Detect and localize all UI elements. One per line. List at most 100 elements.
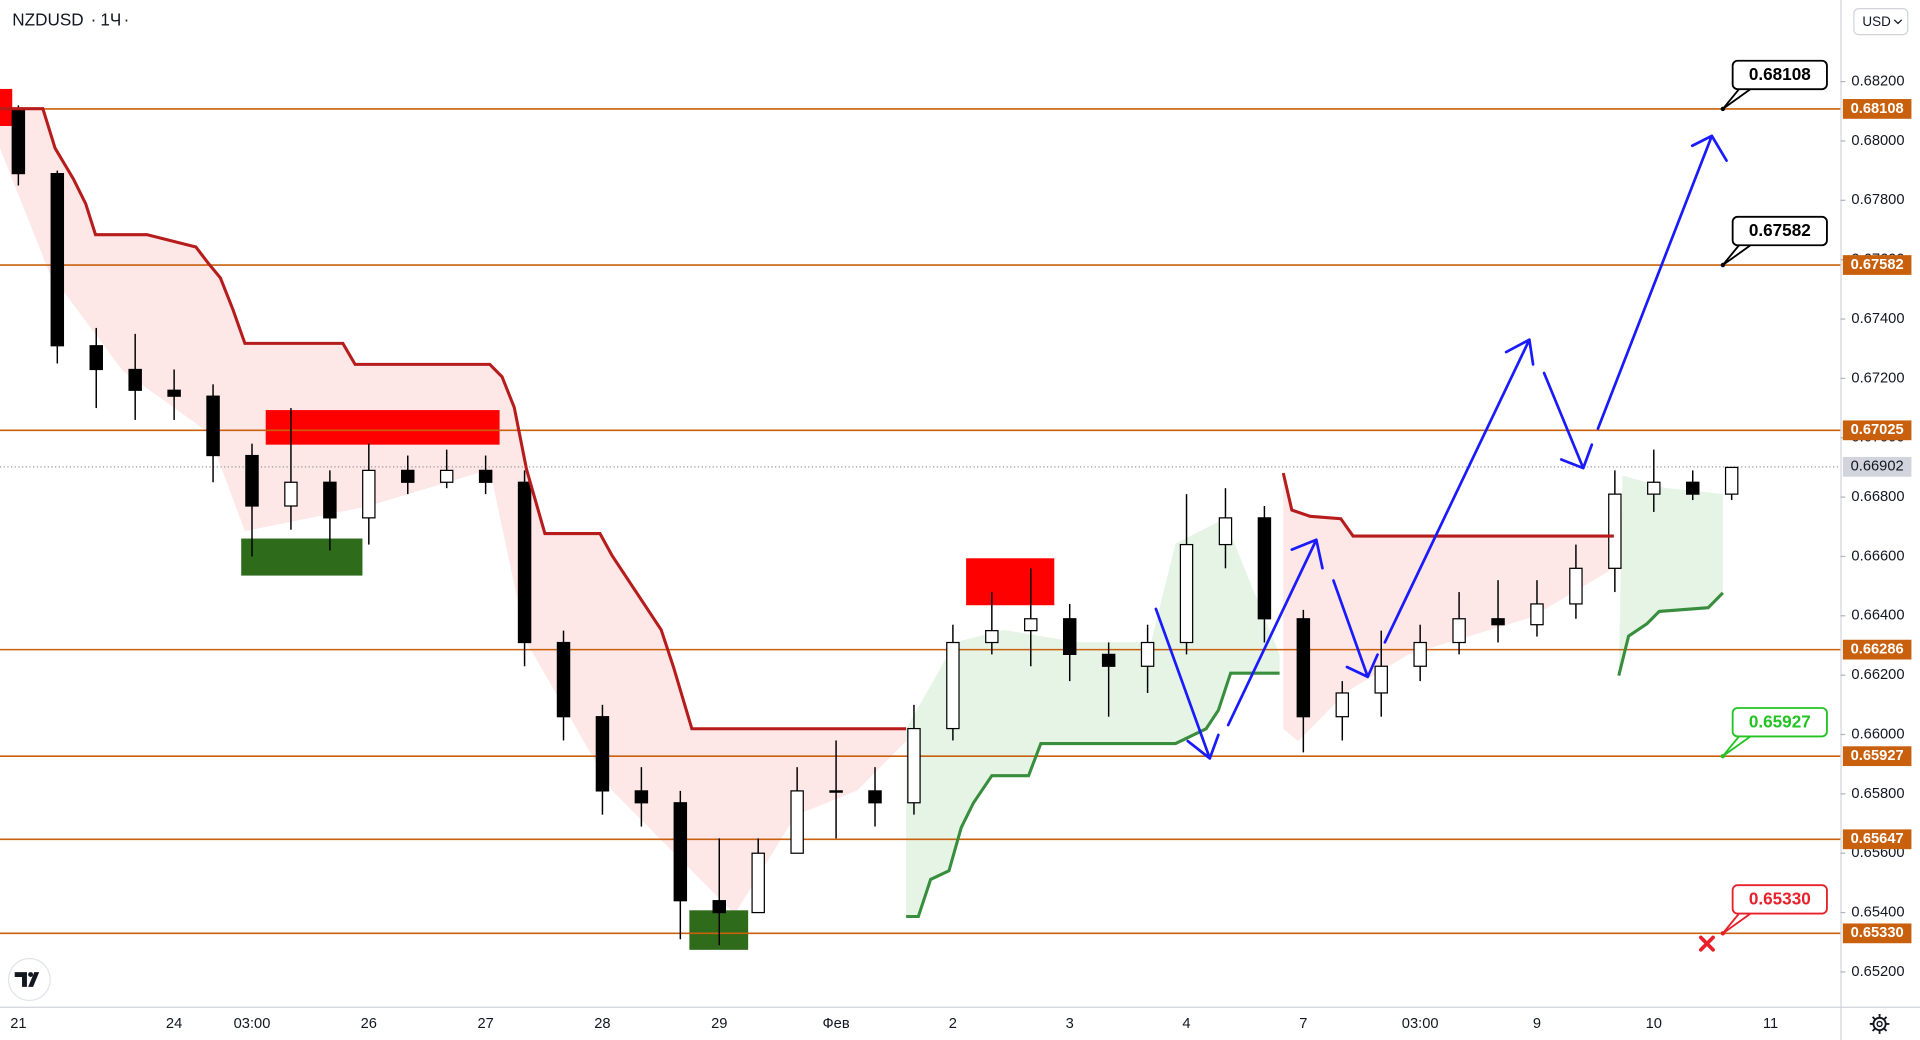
y-tick-label: 0.65800 [1851, 786, 1904, 802]
level-label: 0.67582 [1851, 257, 1904, 273]
level-tag [1842, 639, 1912, 660]
callout-label: 0.67582 [1749, 220, 1811, 240]
logo-mark[interactable] [14, 972, 40, 987]
callouts: 0.68108 0.67582 0.65927 0.65330 [1720, 59, 1828, 936]
candle-body [11, 107, 26, 175]
y-tick-label: 0.66000 [1851, 726, 1904, 742]
x-tick-label: 24 [166, 1016, 182, 1032]
stop-marker [1698, 935, 1715, 952]
candle-body [1569, 567, 1583, 605]
callout-label: 0.68108 [1749, 64, 1811, 84]
y-tick-label: 0.67800 [1851, 192, 1904, 208]
settings[interactable] [1869, 1014, 1890, 1034]
currency-button[interactable] [1853, 8, 1909, 36]
candle-body [751, 852, 765, 914]
logo[interactable] [7, 957, 51, 1002]
candle-body [985, 630, 999, 644]
candle-body [517, 481, 532, 644]
gear-hub[interactable] [1876, 1020, 1883, 1028]
separator: · [91, 9, 97, 29]
arrow [1332, 579, 1379, 679]
level-label: 0.68108 [1851, 101, 1904, 117]
bull-zone-fill [906, 518, 1280, 917]
callout: 0.65927 [1720, 707, 1828, 759]
candle-body [790, 790, 804, 854]
cross [1698, 935, 1715, 952]
callout-pointer [1722, 911, 1753, 935]
price-axis-bg [1840, 0, 1920, 1040]
bull-zone-fill [1618, 475, 1723, 676]
callout-anchor [1720, 753, 1726, 759]
callout-box [1731, 707, 1828, 738]
y-tick-label: 0.65200 [1851, 964, 1904, 980]
gear-teeth[interactable] [1869, 1014, 1890, 1034]
candle-body [1179, 543, 1194, 644]
x-tick-label: 11 [1763, 1016, 1778, 1032]
logo-bg[interactable] [7, 957, 51, 1002]
y-tick-label: 0.68200 [1851, 73, 1904, 89]
candle-body [439, 469, 454, 483]
trend-line-bear [0, 107, 907, 731]
callout-label: 0.65330 [1749, 888, 1811, 908]
candle-body [712, 900, 727, 914]
candle-body [1140, 641, 1155, 667]
callout-pointer [1722, 87, 1753, 110]
candle-body [946, 641, 960, 730]
x-tick-label: 3 [1066, 1016, 1074, 1032]
candle-body [1647, 481, 1661, 495]
callout-label: 0.65927 [1749, 711, 1811, 731]
arrow [1596, 134, 1728, 430]
callout: 0.65330 [1720, 884, 1828, 936]
candle-body [1296, 618, 1311, 718]
y-tick-label: 0.65400 [1851, 904, 1904, 920]
arrow [1154, 607, 1220, 760]
y-tick-label: 0.68000 [1851, 133, 1904, 149]
candle-body [362, 469, 376, 519]
candle-body [1724, 466, 1739, 495]
interval: 1Ч [100, 9, 121, 29]
level-label: 0.65647 [1851, 831, 1904, 847]
demand-zone [241, 538, 363, 576]
time-axis-bg [0, 1006, 1841, 1040]
x-tick-label: 10 [1646, 1016, 1662, 1032]
level-label: 0.67025 [1851, 422, 1904, 438]
candle-body [1491, 618, 1505, 626]
x-tick-label: 2 [949, 1016, 957, 1032]
x-tick-label: 28 [594, 1016, 610, 1032]
candle-body [1686, 481, 1700, 495]
forecast-arrows [1154, 134, 1728, 760]
candle-body [868, 790, 882, 804]
candle-body [595, 716, 610, 792]
supply-zone [966, 558, 1055, 606]
levels [0, 108, 1841, 935]
logo-dot[interactable] [28, 972, 34, 978]
x-tick-label: 26 [361, 1016, 377, 1032]
x-tick-label: 27 [477, 1016, 493, 1032]
level-tag [1842, 99, 1912, 119]
arrow [1542, 371, 1594, 470]
candles [11, 105, 1739, 946]
candle-body [323, 481, 337, 519]
candle-body [1335, 692, 1350, 718]
candle-body [50, 172, 65, 347]
candle-body [634, 790, 649, 804]
y-tick-label: 0.66200 [1851, 667, 1904, 683]
callout: 0.67582 [1720, 215, 1828, 268]
callout-box [1731, 884, 1828, 915]
candle-body [1530, 603, 1544, 626]
last-price-label: 0.66902 [1851, 459, 1904, 475]
y-tick-label: 0.66800 [1851, 489, 1904, 505]
callout-anchor [1720, 106, 1726, 112]
candle-body [673, 802, 688, 902]
dropdown-caret[interactable] [1893, 19, 1903, 25]
x-tick-label: 29 [711, 1016, 727, 1032]
supply-zone [265, 410, 500, 445]
x-tick-label: 21 [10, 1016, 26, 1032]
level-tag [1842, 255, 1912, 275]
callout-pointer [1722, 243, 1753, 266]
callout-pointer [1722, 734, 1753, 757]
candle-body [1218, 517, 1233, 546]
currency[interactable]: USD [1862, 14, 1891, 29]
candle-body [907, 727, 921, 804]
